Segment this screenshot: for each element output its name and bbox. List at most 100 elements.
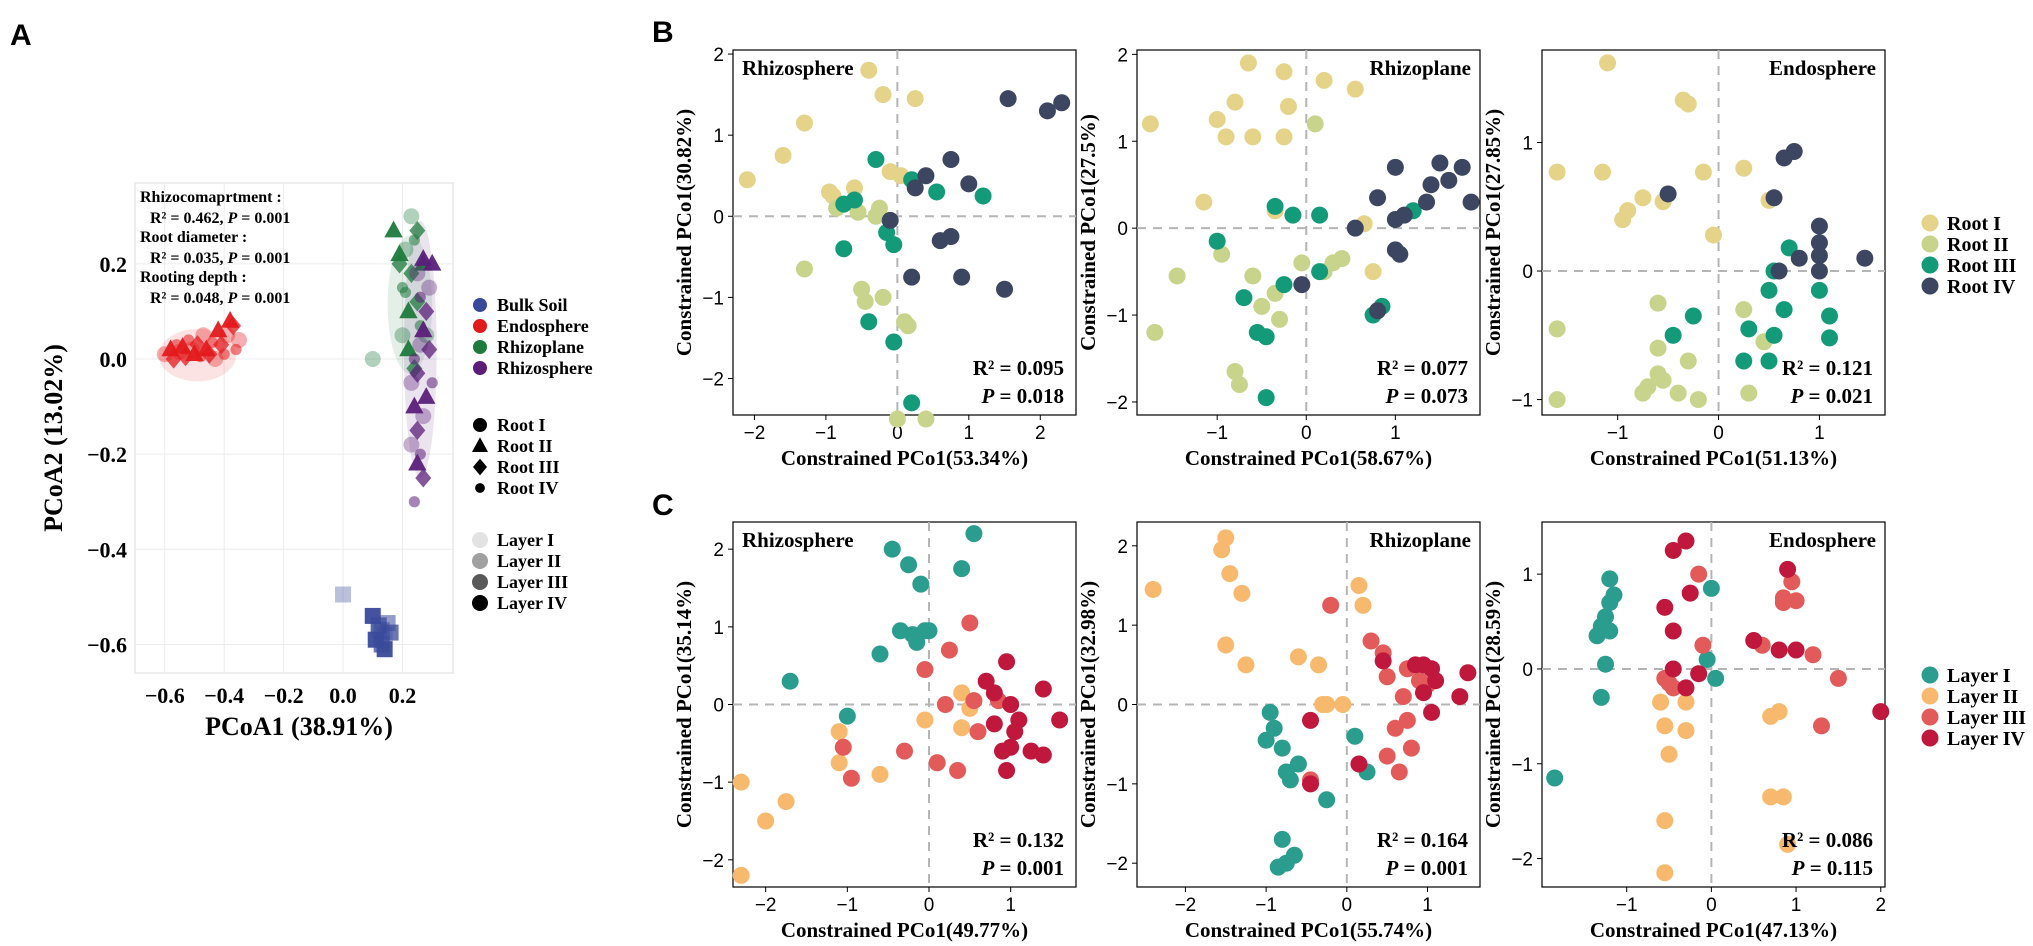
point-root-ii (1548, 320, 1566, 338)
point-layer-ii (1660, 745, 1678, 763)
y-tick-label: 0 (1117, 696, 1128, 717)
point-root-ii (899, 317, 917, 335)
point-a-endosphere (177, 347, 194, 367)
point-layer-iii (940, 641, 958, 659)
point-a-rhizosphere (408, 453, 427, 471)
point-a-endosphere (225, 316, 242, 336)
x-tick-label: 1 (964, 423, 975, 444)
point-root-ii (1213, 245, 1231, 263)
legend-label: Root II (1947, 234, 2009, 256)
point-root-ii (1735, 301, 1753, 319)
point-layer-iv (1051, 711, 1069, 729)
point-layer-iii (936, 696, 954, 713)
legend-a: Bulk SoilEndosphereRhizoplaneRhizosphere… (471, 295, 593, 613)
point-layer-ii (1677, 722, 1695, 740)
point-layer-iv (1002, 738, 1020, 756)
y-tick-label: −2 (1106, 393, 1128, 414)
point-root-i (874, 86, 892, 104)
point-layer-i (1346, 727, 1364, 745)
point-root-iii (835, 240, 853, 258)
point-root-iii (903, 394, 921, 412)
y-tick-label: −2 (1511, 850, 1533, 871)
point-layer-iv (1770, 641, 1788, 659)
point-layer-ii (777, 793, 795, 811)
legend-key-root-iv (1921, 277, 1939, 295)
y-tick-label-a: 0.0 (100, 347, 128, 372)
stats-block-a: Rhizocomaprtment : R² = 0.462, P = 0.001 R… (140, 189, 290, 307)
legend-label: Layer IV (1947, 728, 2026, 750)
legend-label: Layer III (1947, 707, 2026, 729)
r2-annotation: R² = 0.095 (973, 356, 1064, 380)
point-root-i (1619, 202, 1637, 220)
x-tick-label-a: −0.6 (145, 683, 185, 708)
point-layer-ii (732, 866, 750, 884)
point-a-bulk-soil (335, 586, 352, 603)
point-root-iii (885, 236, 903, 254)
point-layer-iv (1451, 688, 1469, 706)
point-root-iii (1735, 352, 1753, 370)
point-layer-iii (1398, 711, 1416, 729)
point-a-endosphere (189, 335, 206, 355)
point-layer-iii (1787, 592, 1805, 610)
point-root-iii (1810, 281, 1828, 299)
x-tick-label-a: −0.2 (264, 683, 304, 708)
point-layer-i (1588, 627, 1606, 645)
point-layer-iv (1677, 532, 1695, 550)
x-tick-label: −1 (1607, 423, 1629, 444)
point-root-ii (917, 410, 935, 428)
legend-key-layer-ii (1921, 687, 1939, 705)
legend-key-root-iii (473, 458, 487, 476)
point-layer-ii (871, 765, 889, 783)
point-layer-ii (830, 723, 848, 741)
point-root-i (1735, 159, 1753, 177)
point-root-iii (1664, 326, 1682, 344)
point-layer-i (1285, 846, 1303, 864)
point-root-ii (867, 207, 885, 225)
point-root-ii (1649, 339, 1667, 357)
legend-key-rhizoplane (473, 340, 487, 354)
point-root-i (1195, 193, 1213, 211)
point-root-iii (1284, 206, 1302, 224)
point-layer-iii (1378, 668, 1396, 686)
point-layer-i (1597, 655, 1615, 673)
legend-label: Layer II (497, 551, 561, 571)
point-layer-iii (928, 754, 946, 772)
legend-label: Layer IV (497, 593, 567, 613)
point-root-iv (1391, 245, 1409, 263)
point-root-ii (1226, 363, 1244, 381)
point-root-iii (1311, 263, 1329, 281)
point-root-i (1694, 163, 1712, 181)
r2-annotation: R² = 0.132 (973, 828, 1064, 852)
x-tick-label: 0 (1301, 423, 1312, 444)
point-a-rhizosphere (403, 436, 420, 453)
stats-value: R² = 0.462, P = 0.001 (150, 210, 290, 227)
point-root-iii (1275, 276, 1293, 294)
legend-label: Layer I (1947, 665, 2011, 687)
legend-key-root-i (1921, 214, 1939, 232)
legend-label: Root IV (1947, 276, 2016, 298)
point-layer-iv (1664, 541, 1682, 559)
point-root-iv (1038, 102, 1056, 120)
legend-key-layer-iii (472, 574, 488, 590)
point-root-iii (1311, 206, 1329, 224)
x-tick-label: −1 (815, 423, 837, 444)
panel-title: Rhizosphere (742, 56, 854, 80)
point-layer-ii (1318, 696, 1336, 713)
x-axis-title: Constrained PCo1(49.77%) (781, 918, 1028, 942)
point-layer-ii (1144, 580, 1162, 598)
point-a-rhizosphere (418, 301, 435, 322)
panel-title: Rhizosphere (742, 528, 854, 552)
point-root-i (860, 61, 878, 79)
y-tick-label: −1 (702, 773, 724, 794)
point-layer-ii (1350, 576, 1368, 594)
y-tick-label: 2 (1117, 45, 1128, 66)
x-tick-label: 2 (1875, 895, 1886, 916)
point-layer-ii (1213, 541, 1231, 559)
point-layer-i (1698, 650, 1716, 668)
point-layer-iv (1034, 746, 1052, 764)
y-tick-label: 0 (1522, 660, 1533, 681)
y-tick-label: −1 (1106, 306, 1128, 327)
point-root-iv (1765, 189, 1783, 207)
point-layer-iii (1378, 747, 1396, 765)
